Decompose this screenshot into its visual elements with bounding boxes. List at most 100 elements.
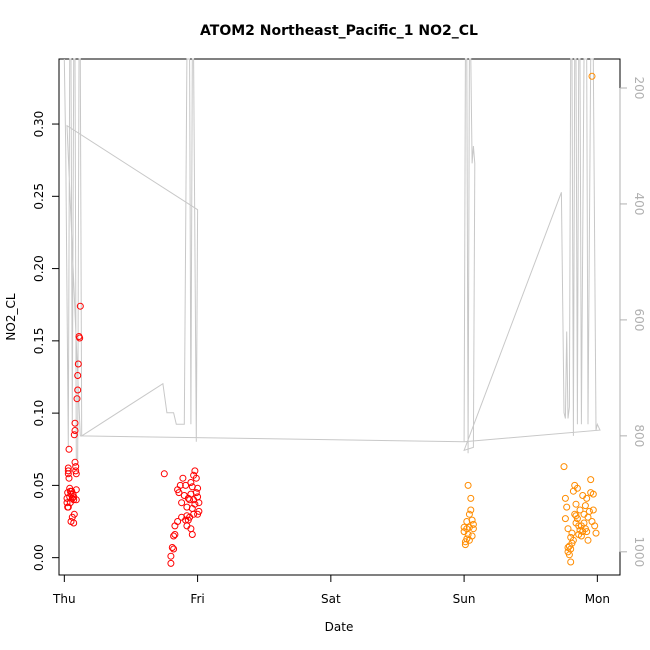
pressure-line [63, 58, 601, 460]
data-point-series-2 [469, 520, 477, 528]
x-tick-label: Fri [190, 592, 204, 606]
data-point-series-1 [174, 518, 182, 525]
data-point-series-1 [71, 458, 79, 466]
data-point-series-1 [191, 500, 199, 508]
data-point-series-1 [64, 467, 72, 475]
data-point-series-2 [469, 525, 477, 533]
data-point-series-1 [72, 467, 80, 475]
data-point-series-2 [572, 512, 580, 520]
data-point-series-1 [187, 479, 195, 486]
secondary-y-tick-label: 600 [632, 308, 646, 331]
data-point-series-1 [160, 470, 168, 478]
data-point-series-2 [564, 525, 572, 533]
y-tick-label: 0.30 [32, 111, 46, 138]
data-point-series-1 [168, 544, 176, 551]
data-point-series-2 [465, 510, 473, 518]
data-point-series-1 [74, 386, 82, 394]
x-axis-label: Date [325, 620, 354, 634]
data-point-series-1 [171, 522, 179, 530]
pressure-line-layer [63, 58, 601, 460]
data-point-series-1 [63, 499, 71, 507]
y-tick-label: 0.05 [32, 472, 46, 499]
data-point-series-1 [68, 494, 76, 502]
data-point-series-2 [467, 506, 475, 514]
data-point-series-1 [182, 481, 190, 489]
x-tick-label: Sat [321, 592, 341, 606]
data-point-series-1 [167, 552, 175, 560]
data-points-layer [63, 72, 600, 567]
data-point-series-2 [588, 72, 596, 80]
data-point-series-1 [70, 510, 78, 518]
secondary-y-tick-label: 200 [632, 77, 646, 100]
data-point-series-1 [76, 334, 84, 342]
data-point-series-2 [577, 532, 585, 540]
data-point-series-1 [192, 474, 200, 482]
y-tick-label: 0.25 [32, 183, 46, 210]
plot-frame [58, 58, 621, 576]
data-point-series-2 [583, 528, 591, 536]
data-point-series-2 [464, 481, 472, 489]
data-point-series-2 [583, 494, 591, 502]
data-point-series-2 [567, 558, 575, 566]
data-point-series-2 [589, 490, 597, 498]
data-point-series-2 [584, 536, 592, 544]
data-point-series-2 [572, 500, 580, 508]
data-point-series-1 [70, 431, 78, 439]
data-point-series-1 [66, 487, 74, 495]
data-point-series-1 [170, 532, 178, 540]
secondary-y-tick-label: 800 [632, 424, 646, 447]
y-tick-label: 0.00 [32, 544, 46, 571]
data-point-series-2 [581, 502, 589, 510]
data-point-series-1 [72, 470, 80, 478]
data-point-series-2 [563, 503, 571, 511]
data-point-series-2 [564, 544, 572, 551]
data-point-series-1 [167, 559, 175, 567]
x-tick-label: Sun [453, 592, 476, 606]
data-point-series-2 [591, 522, 599, 530]
data-point-series-2 [587, 476, 595, 484]
data-point-series-1 [65, 474, 73, 482]
data-point-series-2 [561, 515, 569, 523]
data-point-series-2 [463, 525, 471, 533]
data-point-series-1 [74, 372, 82, 379]
data-point-series-1 [71, 427, 79, 434]
y-tick-label: 0.20 [32, 255, 46, 282]
data-point-series-1 [74, 360, 82, 368]
data-point-series-1 [71, 419, 79, 427]
data-point-series-1 [195, 499, 203, 507]
secondary-y-axis: 200 400 600 800 1000 [619, 77, 646, 568]
data-point-series-1 [188, 531, 196, 538]
data-point-series-2 [575, 522, 583, 530]
data-point-series-2 [585, 507, 593, 515]
data-point-series-2 [465, 536, 473, 544]
data-point-series-1 [170, 545, 178, 553]
data-point-series-1 [183, 512, 191, 520]
data-point-series-1 [76, 302, 84, 310]
data-point-series-2 [561, 494, 569, 502]
data-point-series-2 [589, 506, 597, 514]
data-point-series-1 [179, 474, 187, 482]
data-point-series-1 [73, 395, 81, 403]
data-point-series-2 [573, 484, 581, 492]
data-point-series-1 [195, 507, 203, 515]
data-point-series-1 [171, 531, 179, 538]
x-axis: Thu Fri Sat Sun Mon [52, 574, 610, 606]
data-point-series-1 [70, 519, 78, 527]
data-point-series-1 [64, 464, 72, 472]
data-point-series-1 [176, 481, 184, 489]
data-point-series-1 [190, 510, 198, 518]
secondary-y-tick-label: 1000 [632, 537, 646, 568]
data-point-series-2 [467, 494, 475, 502]
data-point-series-1 [192, 489, 200, 497]
data-point-series-2 [560, 463, 568, 471]
data-point-series-1 [178, 499, 186, 507]
data-point-series-2 [568, 529, 576, 537]
data-point-series-2 [576, 506, 584, 514]
y-tick-label: 0.10 [32, 400, 46, 427]
data-point-series-2 [567, 533, 575, 541]
data-point-series-2 [588, 518, 596, 525]
y-tick-label: 0.15 [32, 327, 46, 354]
x-tick-label: Mon [585, 592, 610, 606]
y-axis: 0.00 0.05 0.10 0.15 0.20 0.25 0.30 [32, 111, 60, 571]
